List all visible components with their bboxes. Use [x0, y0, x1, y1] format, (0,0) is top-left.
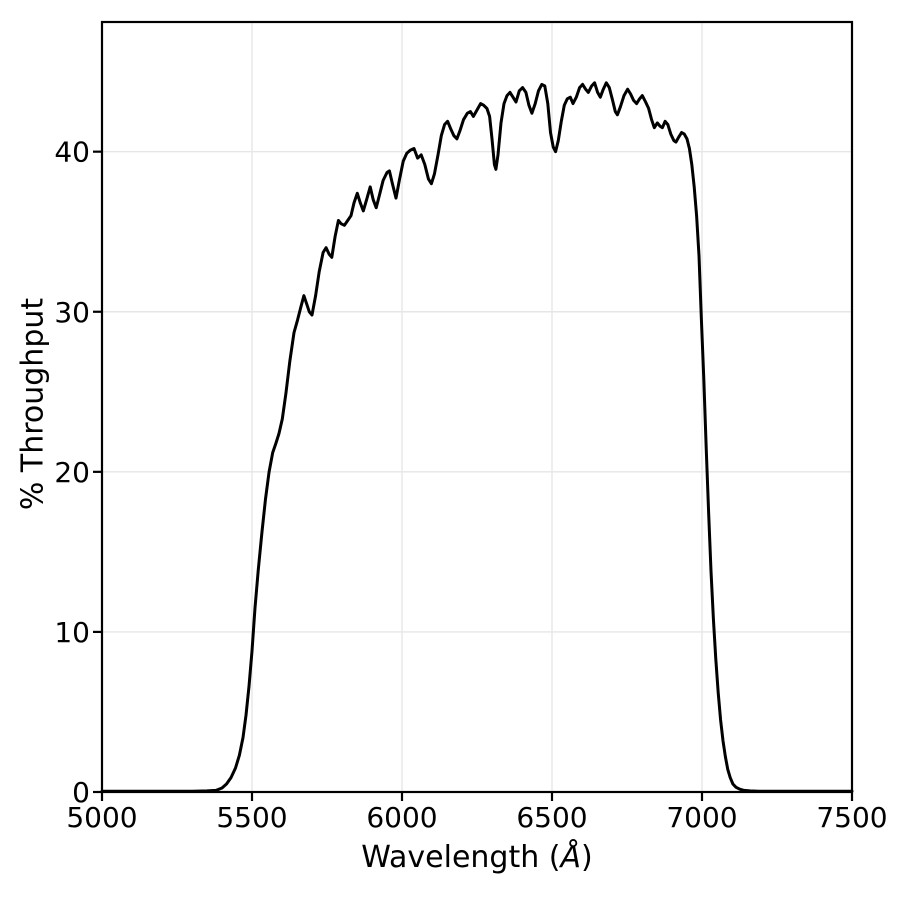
y-tick-label: 40: [54, 136, 90, 169]
plot-border: [100, 20, 854, 794]
x-tick-label: 6500: [516, 801, 587, 834]
y-tick-label: 20: [54, 456, 90, 489]
throughput-curve: [100, 81, 854, 793]
x-tick-label: 5000: [66, 801, 137, 834]
x-tick-label: 7500: [816, 801, 887, 834]
y-axis-label: % Throughput: [15, 297, 51, 511]
y-tick-label: 10: [54, 616, 90, 649]
y-tick-label: 30: [54, 296, 90, 329]
x-axis-label: Wavelength (Å): [102, 840, 852, 875]
x-axis-label-text: Wavelength (: [361, 840, 561, 875]
x-tick-label: 7000: [666, 801, 737, 834]
x-axis-label-suffix: ): [581, 840, 593, 875]
x-tick-label: 6000: [366, 801, 437, 834]
x-tick-label: 5500: [216, 801, 287, 834]
angstrom-symbol: Å: [560, 840, 582, 875]
y-tick-label: 0: [72, 776, 90, 809]
